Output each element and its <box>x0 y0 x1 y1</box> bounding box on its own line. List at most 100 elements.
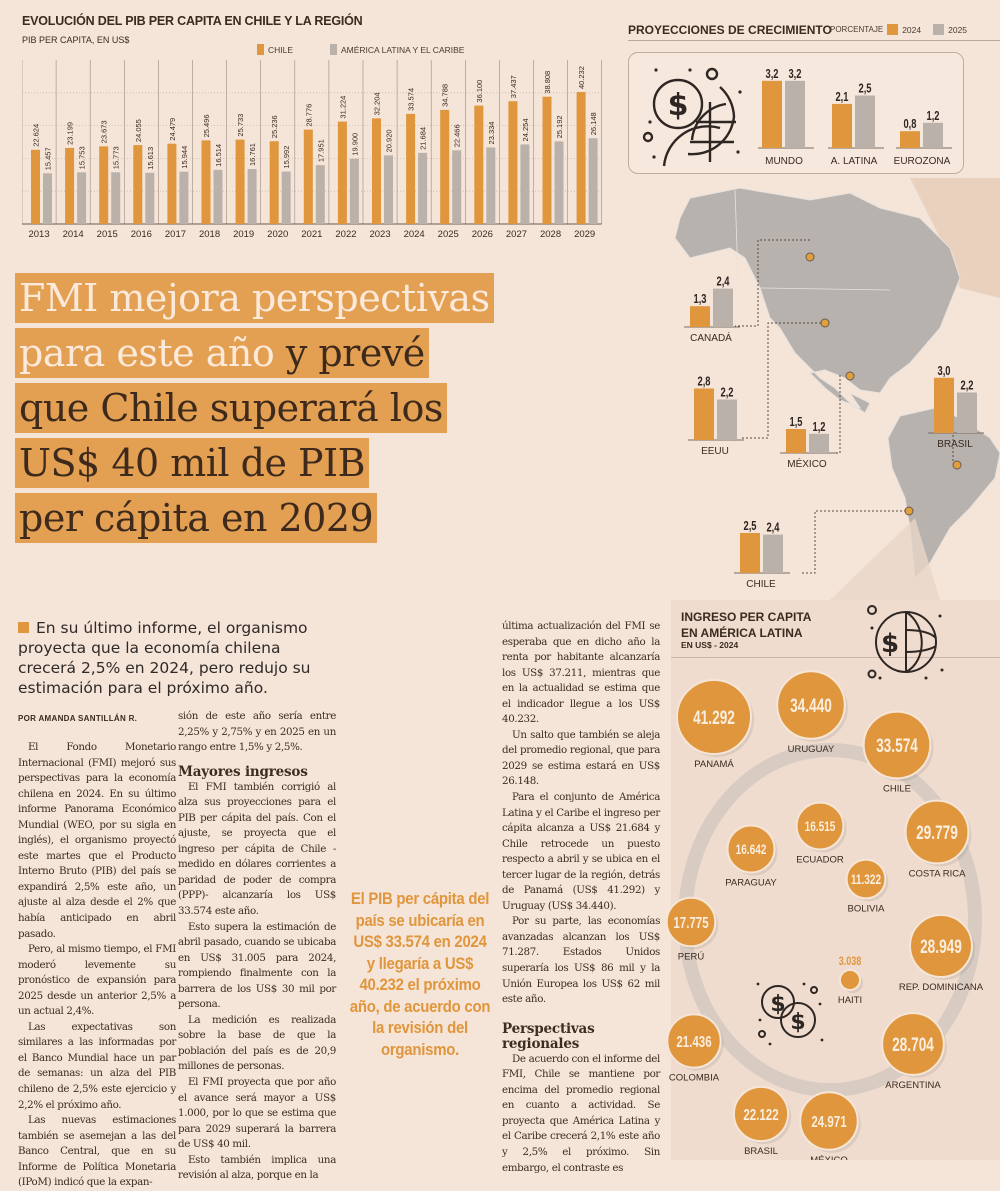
bar-latam-2022 <box>349 158 359 224</box>
map-country-CHILE: CHILE <box>746 579 776 590</box>
bar-latam-2013 <box>43 173 52 224</box>
headline-line-3: que Chile superará los <box>15 383 447 433</box>
bubble-value-BRASIL: 22.122 <box>743 1105 778 1123</box>
x-tick-2021: 2021 <box>301 229 322 240</box>
bar-label-chile-2016: 24.055 <box>134 119 143 142</box>
map-bar-2025-EEUU <box>717 399 737 440</box>
bar-latam-2024 <box>418 152 428 224</box>
bubble-BRASIL <box>732 1085 790 1143</box>
bar-label-latam-2027: 24.254 <box>521 118 530 141</box>
map-bar-2024-BRASIL <box>934 377 954 433</box>
proj-bar-2025-A. LATINA <box>855 95 875 148</box>
x-tick-2018: 2018 <box>199 229 220 240</box>
bar-chile-2029 <box>576 92 586 225</box>
bubble-value-COSTA RICA: 29.779 <box>916 822 958 844</box>
bar-latam-2021 <box>315 165 325 224</box>
bar-label-chile-2027: 37.437 <box>509 75 518 98</box>
bubble-label-BOLIVIA: BOLIVIA <box>848 903 886 914</box>
paragraph: Un salto que también se aleja del promed… <box>502 728 660 788</box>
paragraph: Esto también implica una revisión al alz… <box>178 1153 336 1182</box>
map-bar-2024-CHILE <box>740 533 760 573</box>
bar-chile-2019 <box>235 139 245 224</box>
bar-latam-2025 <box>452 150 462 224</box>
bubble-label-COSTA RICA: COSTA RICA <box>909 868 966 879</box>
bar-latam-2015 <box>111 172 121 224</box>
gdp-bar-chart: 22.62415.457201323.19915.753201423.67315… <box>22 60 603 240</box>
bubble-value-BOLIVIA: 11.322 <box>851 871 881 887</box>
bar-label-chile-2025: 34.788 <box>441 84 450 107</box>
dollar-globe-icon: $ <box>867 605 944 680</box>
legend-label-latam: AMÉRICA LATINA Y EL CARIBE <box>341 44 465 55</box>
bubble-label-HAITI: HAITI <box>838 995 862 1006</box>
bar-label-chile-2024: 33.574 <box>407 88 416 111</box>
paragraph: última actualización del FMI se esperaba… <box>502 620 660 726</box>
headline-text-1: FMI mejora perspectivas <box>19 276 490 320</box>
x-tick-2022: 2022 <box>335 229 356 240</box>
legend-label-2025: 2025 <box>948 24 968 35</box>
x-tick-2029: 2029 <box>574 229 595 240</box>
proj-label-2024-A. LATINA: 2,1 <box>835 91 848 105</box>
bubble-URUGUAY <box>776 670 846 740</box>
bubble-value-MÉXICO: 24.971 <box>811 1112 846 1130</box>
bar-label-latam-2024: 21.684 <box>419 127 428 150</box>
bar-chile-2025 <box>440 109 450 224</box>
lead-paragraph: En su último informe, el organismo proye… <box>18 619 311 697</box>
headline-text-2a: para este año <box>19 331 275 375</box>
proj-label-2024-EUROZONA: 0,8 <box>903 118 916 132</box>
paragraph: Por su parte, las economías avanzadas al… <box>502 915 660 1006</box>
section-heading-mayores-ingresos: Mayores ingresos <box>178 763 308 780</box>
bubble-value-URUGUAY: 34.440 <box>790 695 832 717</box>
usa-marker <box>820 318 830 328</box>
proj-label-2025-EUROZONA: 1,2 <box>926 109 939 123</box>
bar-label-chile-2023: 32.204 <box>373 92 382 115</box>
map-bar-2024-EEUU <box>694 388 714 440</box>
bubble-value-CHILE: 33.574 <box>876 735 918 757</box>
proj-label-2025-A. LATINA: 2,5 <box>858 82 871 96</box>
x-tick-2015: 2015 <box>97 229 118 240</box>
x-tick-2026: 2026 <box>472 229 493 240</box>
x-tick-2013: 2013 <box>28 229 49 240</box>
bar-chile-2018 <box>201 140 211 224</box>
paragraph: Esto supera la estimación de abril pasad… <box>178 920 336 1011</box>
bubble-label-PANAMÁ: PANAMÁ <box>694 759 734 770</box>
bar-label-chile-2029: 40.232 <box>577 66 586 89</box>
bar-label-chile-2013: 22.624 <box>32 124 41 147</box>
paragraph: Las nuevas estimaciones también se aseme… <box>18 1114 176 1189</box>
proj-bar-2025-EUROZONA <box>923 122 943 148</box>
bubble-PANAMÁ <box>676 679 752 755</box>
bar-chile-2028 <box>542 96 552 224</box>
bubble-value-PARAGUAY: 16.642 <box>736 841 767 857</box>
map-label-2024-CANADÁ: 1,3 <box>693 293 706 307</box>
projections-box <box>628 52 964 174</box>
legend-latam: AMÉRICA LATINA Y EL CARIBE <box>330 44 464 55</box>
bar-label-latam-2022: 19.900 <box>350 133 359 156</box>
bar-latam-2019 <box>247 169 257 224</box>
bar-label-latam-2016: 15.613 <box>146 147 155 170</box>
headline-text-5: per cápita en 2029 <box>19 496 374 540</box>
bar-label-latam-2026: 23.334 <box>487 122 496 145</box>
map-country-BRASIL: BRASIL <box>937 439 973 450</box>
bubble-PERÚ <box>665 896 717 948</box>
bubble-ARGENTINA <box>881 1012 945 1076</box>
bubble-label-PERÚ: PERÚ <box>678 951 705 962</box>
paragraph: Las expectativas son similares a las inf… <box>18 1020 176 1111</box>
bubble-REP. DOMINICANA <box>909 914 973 978</box>
bar-label-chile-2028: 38.808 <box>543 71 552 94</box>
income-title: INGRESO PER CAPITA EN AMÉRICA LATINA <box>681 609 811 641</box>
bar-label-latam-2025: 22.466 <box>453 124 462 147</box>
north-america-shape <box>674 187 961 414</box>
bar-latam-2014 <box>77 172 87 224</box>
bar-chile-2024 <box>406 113 416 224</box>
headline-text-4: US$ 40 mil de PIB <box>19 441 366 485</box>
headline-line-5: per cápita en 2029 <box>15 493 378 543</box>
x-tick-2027: 2027 <box>506 229 527 240</box>
bar-chile-2026 <box>474 105 484 224</box>
map-label-2025-CANADÁ: 2,4 <box>716 275 730 289</box>
bubble-HAITI <box>838 968 862 992</box>
projections-divider <box>628 40 1000 41</box>
legend-swatch-2024 <box>887 24 899 35</box>
byline: POR AMANDA SANTILLÁN R. <box>18 714 138 723</box>
proj-category-MUNDO: MUNDO <box>765 156 803 167</box>
map-bar-2024-CANADÁ <box>690 306 710 327</box>
bar-latam-2017 <box>179 171 189 224</box>
